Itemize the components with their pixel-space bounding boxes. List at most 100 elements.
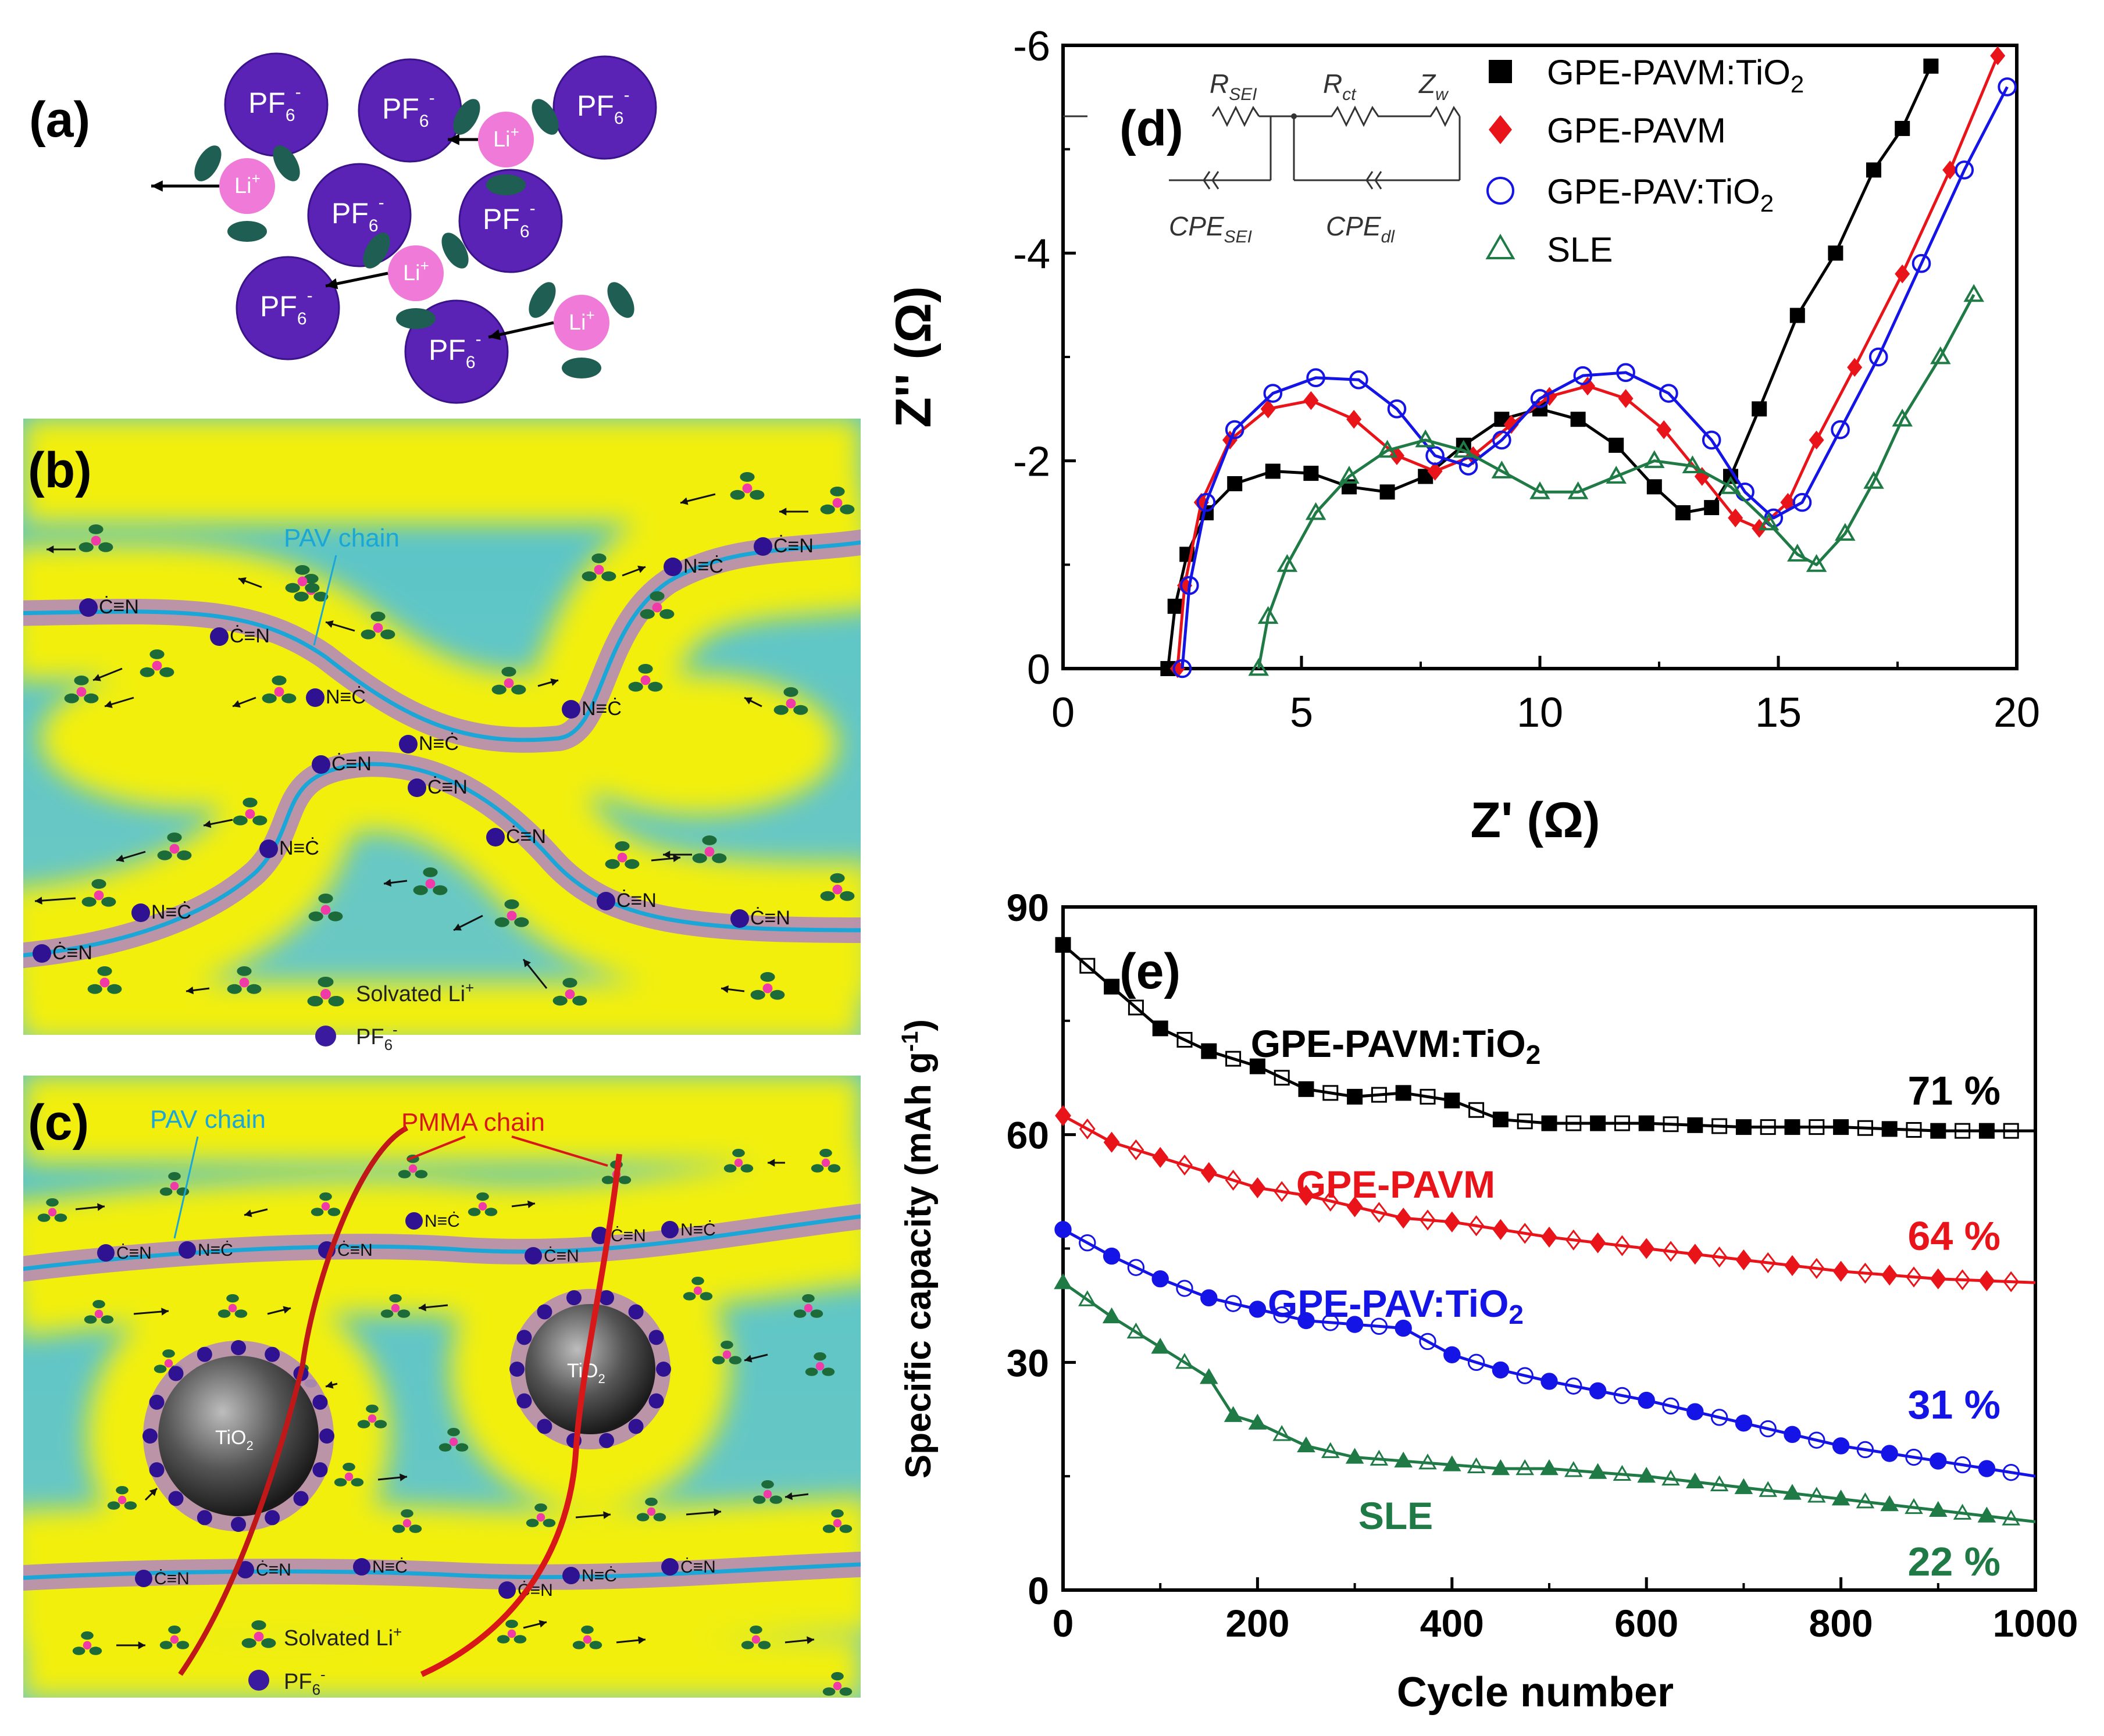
d-data-point xyxy=(1573,366,1593,385)
solvent-lobe xyxy=(831,1672,844,1681)
solvated-li-b xyxy=(87,966,122,994)
solvent-lobe xyxy=(311,1208,324,1216)
e-data-point xyxy=(1638,1391,1655,1409)
d-data-point xyxy=(1963,284,1984,302)
solvated-li-c xyxy=(217,1294,248,1318)
d-data-point xyxy=(1835,523,1856,541)
solvent-lobe xyxy=(176,1187,190,1196)
solvated-li-b xyxy=(79,524,113,552)
tio2-label: TiO2 xyxy=(215,1427,254,1453)
solvent-lobe xyxy=(793,1309,807,1318)
e-x-tick-label: 600 xyxy=(1614,1602,1678,1645)
nitrile-group-label-c: Ċ≡N xyxy=(611,1226,646,1245)
e-data-point xyxy=(1906,1266,1922,1288)
solvent-lobe xyxy=(819,1149,832,1158)
d-data-point xyxy=(1792,492,1812,512)
solvated-li-c xyxy=(741,1626,771,1649)
solvent-lobe xyxy=(328,996,344,1006)
li-core xyxy=(815,1362,825,1371)
d-legend-label: GPE-PAV:TiO2 xyxy=(1547,172,1774,217)
d-data-point xyxy=(1789,308,1805,323)
solvated-li-b xyxy=(233,798,268,826)
pf6-adsorbed xyxy=(142,1428,158,1444)
e-data-point xyxy=(1346,1316,1364,1333)
solvent-lobe xyxy=(380,629,395,640)
solvent-lobe xyxy=(162,1349,175,1358)
solvent-lobe xyxy=(327,1208,341,1216)
pf6-bound-b xyxy=(399,735,418,753)
arrowhead xyxy=(721,985,729,994)
arrowhead xyxy=(637,566,646,573)
li-core xyxy=(832,498,843,508)
e-data-point xyxy=(1930,1268,1946,1290)
solvent-lobe xyxy=(615,841,630,851)
solvated-li-b xyxy=(140,649,174,677)
pf6-adsorbed xyxy=(168,1366,184,1381)
e-data-point xyxy=(1054,1273,1072,1290)
solvent-lobe xyxy=(37,1213,51,1222)
li-core xyxy=(169,844,180,854)
solvent-lobe xyxy=(700,1292,713,1301)
pmma-chain-left xyxy=(178,1125,409,1676)
pf6-bound-b xyxy=(730,909,749,928)
solvated-li-b xyxy=(64,676,99,703)
e-data-point xyxy=(1663,1241,1679,1262)
solvent-lobe xyxy=(572,995,587,1006)
d-data-point xyxy=(1787,544,1808,562)
pf6-bound-c xyxy=(179,1241,196,1259)
pf6-bound-c xyxy=(237,1561,254,1578)
e-data-point xyxy=(1784,1255,1800,1276)
pf6-bound-c xyxy=(405,1212,423,1230)
solvent-lobe xyxy=(295,565,310,575)
li-core xyxy=(117,1495,127,1505)
solvent-lobe xyxy=(758,1641,771,1649)
e-data-point xyxy=(1199,1368,1218,1384)
solvated-li-c xyxy=(822,1672,853,1696)
d-data-point xyxy=(1260,399,1276,419)
circuit-label-rsei: RSEI xyxy=(1210,69,1257,104)
e-data-point xyxy=(1298,1081,1314,1097)
d-data-point xyxy=(1868,347,1888,367)
pf6-anion-a xyxy=(404,299,509,404)
pav-chain-pointer-b xyxy=(313,555,337,646)
d-data-point xyxy=(1895,120,1910,136)
arrowhead-a xyxy=(448,134,459,145)
li-core xyxy=(170,1635,179,1644)
pf6-adsorbed xyxy=(537,1304,552,1320)
e-data-point xyxy=(1249,1177,1266,1199)
circuit-cpe-dl xyxy=(1374,171,1382,190)
solvent-lobe xyxy=(839,1524,853,1533)
e-data-point xyxy=(1079,1234,1096,1252)
solvent-lobe xyxy=(455,1443,469,1452)
e-data-point xyxy=(1808,1431,1825,1449)
solvated-li-c xyxy=(37,1198,67,1222)
solvent-molecule xyxy=(532,99,559,135)
solvent-lobe xyxy=(802,1294,815,1303)
solvent-lobe xyxy=(761,1480,774,1489)
pf6-bound-b xyxy=(79,598,98,617)
e-data-point xyxy=(1467,1457,1486,1473)
li-core xyxy=(478,1202,487,1211)
arrowhead xyxy=(283,1306,291,1314)
solvent-lobe xyxy=(389,1294,402,1303)
pf6-adsorbed xyxy=(231,1517,246,1532)
pf6-adsorbed xyxy=(293,1491,309,1506)
e-x-tick-label: 200 xyxy=(1225,1602,1289,1645)
nitrile-group-label-b: Ċ≡N xyxy=(331,753,372,775)
solvated-li-c xyxy=(526,1503,556,1527)
arrowhead xyxy=(454,923,462,931)
solvent-lobe xyxy=(691,1277,704,1285)
solvent-lobe xyxy=(770,990,785,1000)
legend-b-pf6-label: PF6- xyxy=(356,1021,398,1053)
e-data-point xyxy=(1930,1123,1946,1139)
solvent-lobe xyxy=(753,1495,766,1504)
pf6-label-a: PF6- xyxy=(577,85,630,128)
d-y-tick-label: -4 xyxy=(1013,231,1050,277)
pf6-adsorbed xyxy=(149,1394,165,1410)
e-data-point xyxy=(1322,1085,1339,1101)
solvated-li-b xyxy=(227,966,262,994)
arrowhead xyxy=(744,697,753,705)
solvent-lobe xyxy=(636,1513,650,1521)
solvent-lobe xyxy=(491,684,507,695)
